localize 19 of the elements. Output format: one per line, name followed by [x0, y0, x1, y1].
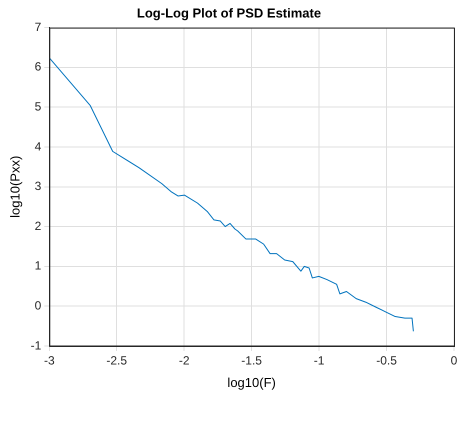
y-tick-label: 3	[34, 179, 42, 194]
y-tick-label: 5	[34, 100, 42, 114]
x-tick-label: -2	[178, 354, 190, 368]
y-tick-label: 7	[34, 20, 42, 34]
y-tick-label: 4	[34, 139, 42, 154]
y-tick-label: 1	[34, 258, 42, 273]
x-tick-label: -1.5	[241, 354, 262, 368]
chart-title: Log-Log Plot of PSD Estimate	[136, 5, 322, 20]
y-tick-label: 6	[34, 60, 42, 74]
y-tick-label: -1	[30, 338, 42, 352]
x-tick-label: -3	[44, 354, 55, 368]
y-tick-label: 2	[34, 218, 42, 233]
x-tick-label: -0.5	[376, 354, 398, 368]
x-axis-title: log10(F)	[227, 374, 276, 390]
y-tick-label: 0	[34, 298, 42, 313]
y-axis-title: log10(Pxx)	[7, 156, 22, 218]
x-tick-label: -2.5	[106, 354, 128, 368]
x-tick-label: -1	[314, 354, 325, 368]
x-tick-label: 0	[450, 354, 458, 368]
